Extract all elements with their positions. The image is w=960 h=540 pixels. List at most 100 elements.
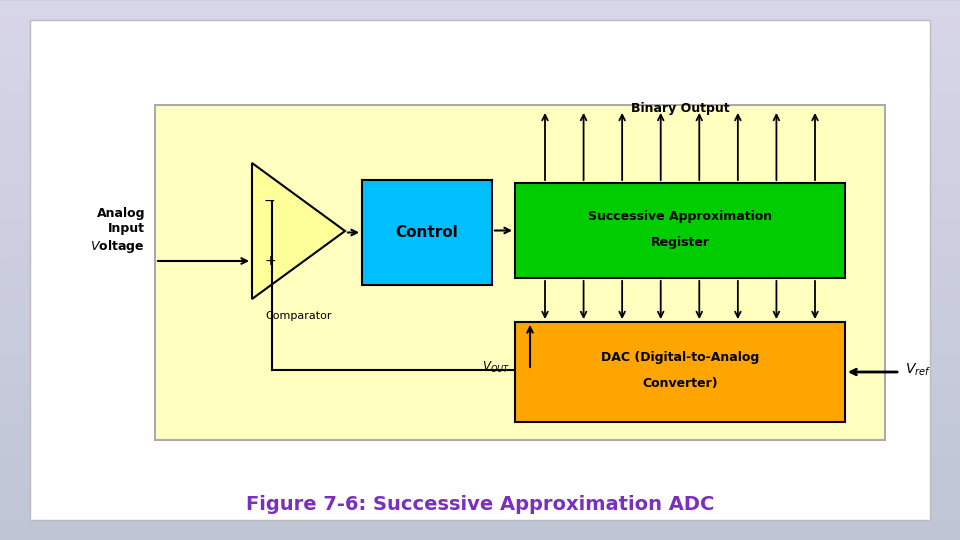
Bar [0, 448, 960, 449]
Bar [0, 418, 960, 419]
Bar [0, 169, 960, 170]
Bar [0, 429, 960, 430]
Bar [0, 319, 960, 320]
Bar [0, 131, 960, 132]
Bar [0, 213, 960, 214]
Bar [0, 387, 960, 388]
Bar [0, 268, 960, 269]
Bar [0, 484, 960, 485]
Bar [0, 458, 960, 459]
FancyBboxPatch shape [515, 322, 845, 422]
Bar [0, 111, 960, 112]
Bar [0, 272, 960, 273]
Bar [0, 482, 960, 483]
Bar [0, 168, 960, 169]
Bar [0, 533, 960, 534]
Bar [0, 208, 960, 209]
Text: $V_{OUT}$: $V_{OUT}$ [482, 360, 510, 375]
Bar [0, 226, 960, 227]
Bar [0, 199, 960, 200]
Bar [0, 133, 960, 134]
Bar [0, 99, 960, 100]
Bar [0, 27, 960, 28]
Bar [0, 530, 960, 531]
Bar [0, 403, 960, 404]
Bar [0, 486, 960, 487]
Bar [0, 215, 960, 216]
Bar [0, 196, 960, 197]
Bar [0, 102, 960, 103]
Bar [0, 383, 960, 384]
Bar [0, 34, 960, 35]
Bar [0, 416, 960, 417]
Bar [0, 312, 960, 313]
Bar [0, 477, 960, 478]
Bar [0, 353, 960, 354]
Bar [0, 522, 960, 523]
Bar [0, 192, 960, 193]
Bar [0, 141, 960, 142]
Bar [0, 182, 960, 183]
Bar [0, 228, 960, 229]
Bar [0, 515, 960, 516]
Bar [0, 332, 960, 333]
Bar [0, 63, 960, 64]
Bar [0, 193, 960, 194]
Bar [0, 204, 960, 205]
Bar [0, 33, 960, 34]
Bar [0, 56, 960, 57]
Bar [0, 396, 960, 397]
Bar [0, 88, 960, 89]
Bar [0, 385, 960, 386]
Bar [0, 12, 960, 13]
Bar [0, 120, 960, 121]
Bar [0, 521, 960, 522]
Bar [0, 82, 960, 83]
Bar [0, 535, 960, 536]
Bar [0, 524, 960, 525]
Bar [0, 277, 960, 278]
Bar [0, 301, 960, 302]
Bar [0, 529, 960, 530]
Bar [0, 172, 960, 173]
Bar [0, 453, 960, 454]
Bar [0, 134, 960, 135]
Bar [0, 331, 960, 332]
Bar [0, 271, 960, 272]
Bar [0, 382, 960, 383]
Bar [0, 401, 960, 402]
Bar [0, 190, 960, 191]
Bar [0, 308, 960, 309]
Bar [0, 125, 960, 126]
Bar [0, 122, 960, 123]
Bar [0, 74, 960, 75]
Bar [0, 381, 960, 382]
Bar [0, 333, 960, 334]
Bar [0, 399, 960, 400]
Bar [0, 457, 960, 458]
Bar [0, 324, 960, 325]
Bar [0, 89, 960, 90]
Bar [0, 432, 960, 433]
Bar [0, 358, 960, 359]
Bar [0, 474, 960, 475]
Bar [0, 109, 960, 110]
Bar [0, 278, 960, 279]
Bar [0, 29, 960, 30]
Bar [0, 225, 960, 226]
Bar [0, 465, 960, 466]
Bar [0, 479, 960, 480]
Bar [0, 342, 960, 343]
Bar [0, 31, 960, 32]
Bar [0, 274, 960, 275]
Bar [0, 152, 960, 153]
Text: Binary Output: Binary Output [631, 102, 730, 115]
Bar [0, 64, 960, 65]
Bar [0, 510, 960, 511]
Bar [0, 415, 960, 416]
Bar [0, 392, 960, 393]
Bar [0, 101, 960, 102]
Bar [0, 386, 960, 387]
Bar [0, 509, 960, 510]
Bar [0, 49, 960, 50]
